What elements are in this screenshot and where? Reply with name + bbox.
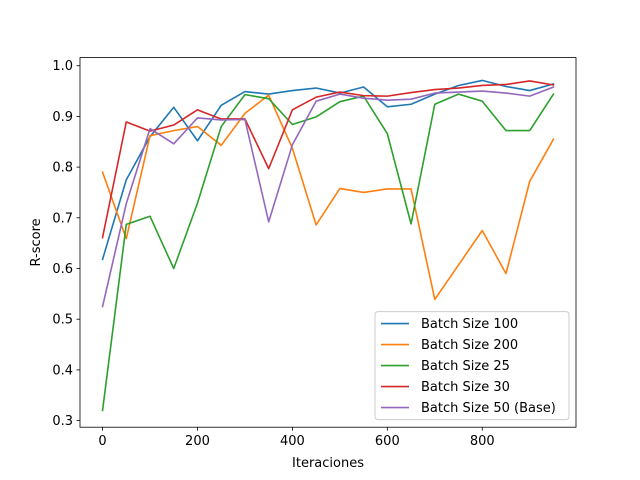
x-tick-label: 600 xyxy=(375,434,400,449)
series-line-2 xyxy=(101,94,555,301)
legend-label: Batch Size 50 (Base) xyxy=(421,401,556,416)
axes-frame xyxy=(79,57,577,428)
x-axis-label: Iteraciones xyxy=(292,456,364,471)
legend-label: Batch Size 30 xyxy=(421,380,510,395)
legend-label: Batch Size 25 xyxy=(421,359,510,374)
y-tick-label: 0.6 xyxy=(52,262,73,277)
series-layer xyxy=(101,79,555,412)
y-tick-label: 0.4 xyxy=(52,363,73,378)
legend: Batch Size 100 Batch Size 200 Batch Size 2… xyxy=(374,311,570,421)
x-axis-ticks: 0 200 400 600 800 xyxy=(98,427,495,449)
y-axis-label: R-score xyxy=(29,218,44,266)
x-tick-label: 400 xyxy=(280,434,305,449)
series-line-5 xyxy=(101,85,555,308)
y-axis-ticks: 0.3 0.4 0.5 0.6 0.7 0.8 0.9 1.0 xyxy=(52,59,80,429)
y-tick-label: 1.0 xyxy=(52,59,73,74)
legend-label: Batch Size 100 xyxy=(421,317,518,332)
y-tick-label: 0.7 xyxy=(52,211,73,226)
legend-frame xyxy=(374,311,570,421)
y-tick-label: 0.3 xyxy=(52,414,73,429)
series-line-3 xyxy=(101,92,555,412)
x-tick-label: 200 xyxy=(185,434,210,449)
legend-label: Batch Size 200 xyxy=(421,338,518,353)
x-tick-label: 0 xyxy=(98,434,106,449)
series-line-1 xyxy=(101,79,555,261)
x-tick-label: 800 xyxy=(470,434,495,449)
axes-layer xyxy=(79,57,577,428)
y-tick-label: 0.8 xyxy=(52,161,73,176)
y-tick-label: 0.9 xyxy=(52,110,73,125)
series-line-4 xyxy=(101,80,555,239)
y-tick-label: 0.5 xyxy=(52,313,73,328)
